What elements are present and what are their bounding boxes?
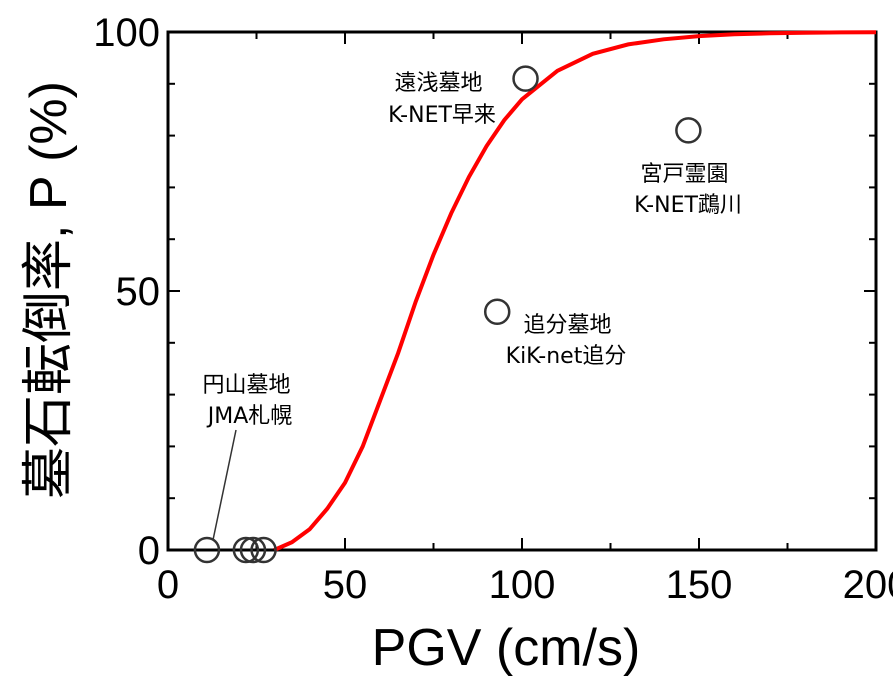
data-point: [675, 117, 702, 144]
data-point: [250, 536, 277, 564]
data-point: [232, 536, 260, 564]
x-tick-label: 150: [666, 563, 733, 607]
y-axis-title: 墓石転倒率, P (%): [20, 81, 78, 499]
data-point: [483, 298, 511, 325]
x-axis-title: PGV (cm/s): [372, 619, 641, 677]
annotation-maruyama: 円山墓地 JMA札幌: [202, 373, 297, 429]
annotation-leader-line: [212, 429, 237, 541]
plot-frame: [166, 30, 878, 552]
tick-labels: 0 50 100 150 200 0 50 100: [93, 11, 893, 607]
x-tick-label: 50: [323, 563, 368, 607]
annotation-miyato: 宮戸霊園 K-NET鵡川: [634, 162, 742, 218]
fit-curve: [273, 30, 877, 552]
y-tick-label: 0: [138, 529, 160, 573]
x-tick-label: 0: [157, 563, 179, 607]
annotation-oiwake: 追分墓地 KiK-net追分: [506, 313, 627, 369]
data-point: [512, 65, 539, 92]
data-point: [193, 536, 221, 564]
data-markers: [193, 65, 702, 564]
axis-ticks: [167, 31, 877, 551]
y-tick-label: 50: [116, 270, 161, 314]
data-point: [239, 536, 267, 564]
x-tick-label: 200: [843, 563, 893, 607]
annotation-tooasa: 遠浅墓地 K-NET早来: [388, 71, 496, 128]
y-tick-label: 100: [93, 11, 160, 55]
x-tick-label: 100: [489, 563, 556, 607]
